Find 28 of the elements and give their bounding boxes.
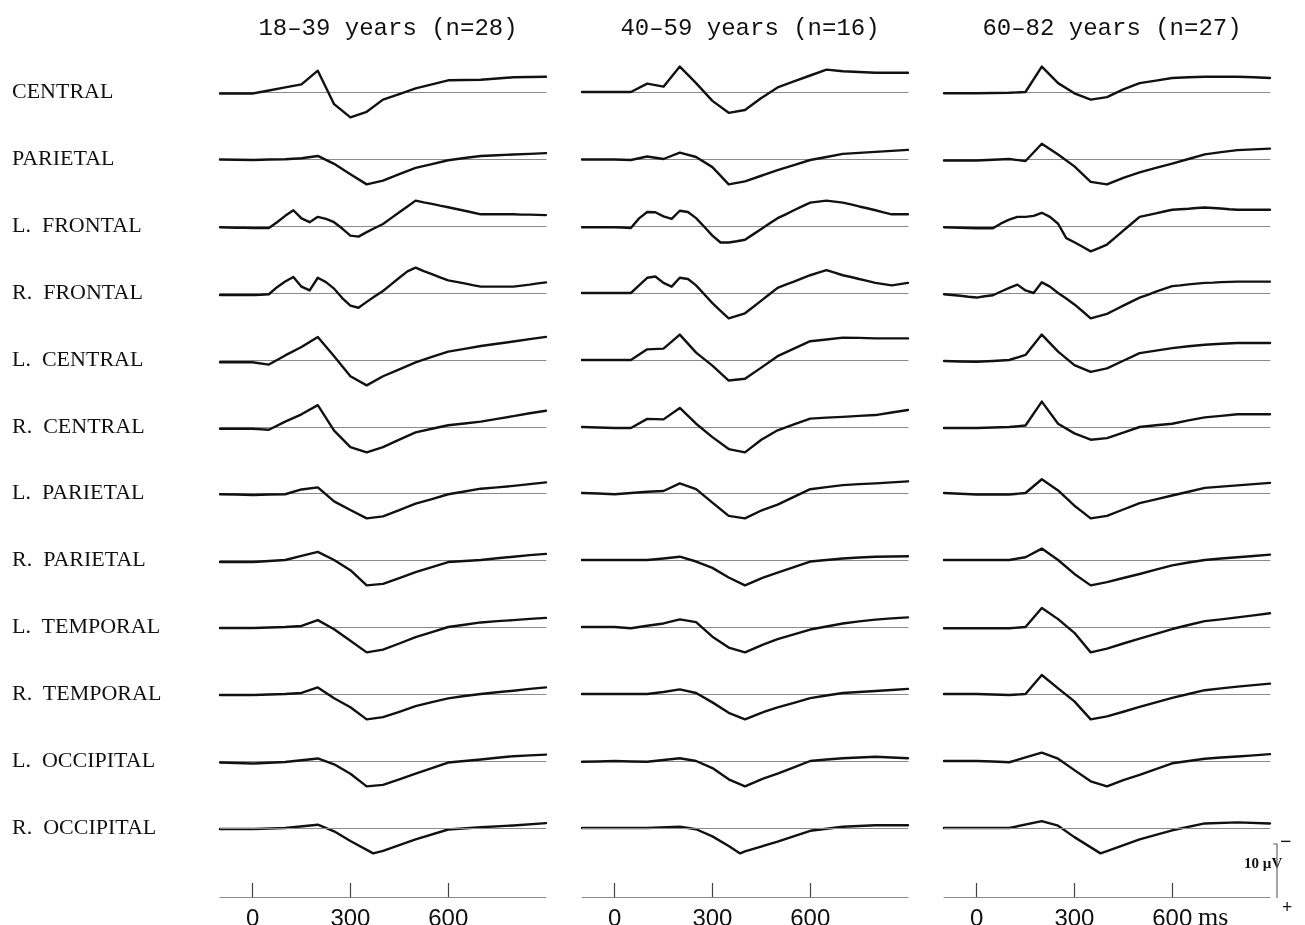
y-axis-title: R. FRONTAL: [12, 278, 143, 304]
y-axis-title: R. PARIETAL: [12, 545, 146, 571]
chart-title: 60–82 years (n=27): [982, 14, 1242, 42]
y-axis-title: R. TEMPORAL: [12, 679, 162, 705]
y-axis-title: R. OCCIPITAL: [12, 813, 157, 839]
y-axis-title: L. TEMPORAL: [12, 612, 161, 638]
y-axis-title: PARIETAL: [12, 144, 115, 170]
x-tick-label: 600: [790, 903, 831, 925]
chart-title: 18–39 years (n=28): [258, 14, 518, 42]
y-axis-title: CENTRAL: [12, 77, 114, 103]
y-axis-title: L. OCCIPITAL: [12, 746, 156, 772]
x-tick-label: 0: [969, 903, 984, 925]
text: −: [1280, 830, 1292, 853]
text: +: [1282, 897, 1293, 918]
x-tick-label: 300: [1054, 903, 1095, 925]
x-tick-label: 300: [330, 903, 371, 925]
x-tick-label: 0: [607, 903, 622, 925]
x-tick-label: 0: [245, 903, 260, 925]
chart-title: 40–59 years (n=16): [620, 14, 880, 42]
y-axis-title: L. PARIETAL: [12, 478, 145, 504]
x-tick-label: 600: [428, 903, 469, 925]
y-axis-title: L. CENTRAL: [12, 345, 144, 371]
text: 10 µV: [1244, 855, 1283, 872]
x-axis-title: ms: [1198, 901, 1229, 925]
x-tick-label: 600: [1152, 903, 1193, 925]
x-tick-label: 300: [692, 903, 733, 925]
y-axis-title: R. CENTRAL: [12, 412, 145, 437]
y-axis-title: L. FRONTAL: [12, 211, 142, 237]
